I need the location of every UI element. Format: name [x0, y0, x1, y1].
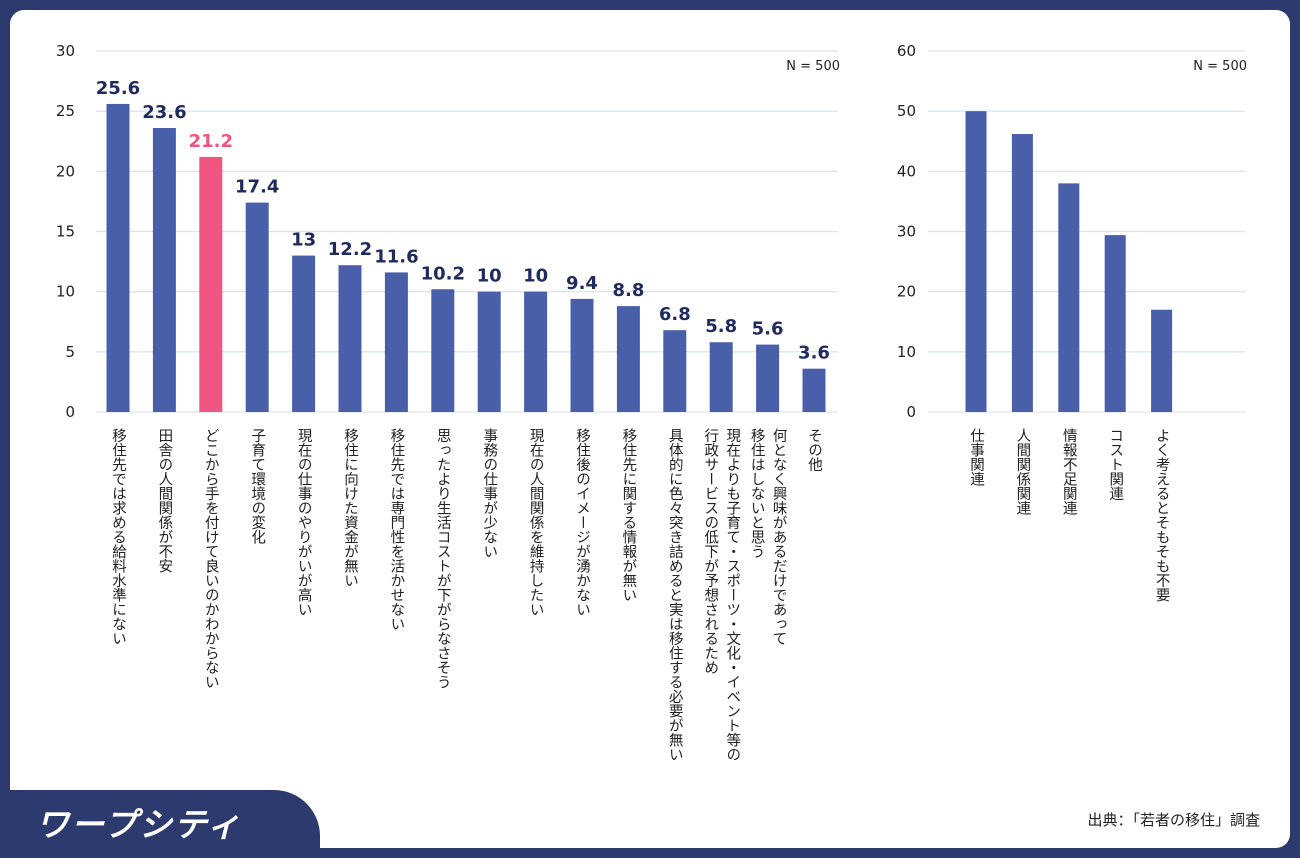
data-label: 17.4	[235, 177, 279, 198]
data-label: 11.6	[374, 246, 418, 267]
data-label: 13	[291, 230, 316, 251]
bar	[1011, 134, 1033, 412]
data-label: 9.4	[566, 273, 598, 294]
bar	[338, 265, 362, 412]
y-tick-label: 5	[65, 343, 75, 361]
data-label: 5.8	[705, 316, 737, 337]
bar	[152, 128, 176, 412]
bar	[106, 103, 130, 413]
data-label: 25.6	[96, 78, 140, 99]
x-tick-label: 何となく興味があるだけであって	[771, 428, 787, 646]
y-tick-label: 10	[56, 283, 75, 301]
chart-categories: 0 10 20 30 40 50 60 N = 500 仕事関連 人間関係関連 情報不足関連 コスト関…	[897, 42, 1247, 602]
data-label: 3.6	[798, 343, 830, 364]
data-label: 8.8	[612, 280, 644, 301]
logo-tab	[0, 790, 320, 858]
y-tick-label: 20	[56, 162, 75, 180]
bar	[384, 272, 408, 412]
x-tick-label: 移住先では求める給料水準にない	[110, 428, 126, 646]
x-tick-label: 子育て環境の変化	[249, 428, 265, 545]
y-tick-label: 15	[56, 223, 75, 241]
chart-card	[10, 10, 1290, 848]
bar	[292, 255, 316, 412]
y-tick-label: 10	[897, 343, 916, 361]
bar	[709, 342, 733, 412]
brand-logo: ワープシティ	[36, 805, 243, 844]
bar	[1151, 309, 1173, 412]
sample-size-label: N = 500	[1193, 59, 1247, 74]
bar	[756, 344, 780, 412]
x-tick-label: 行政サービスの低下が予想されるため	[702, 428, 718, 675]
y-tick-label: 30	[56, 42, 75, 60]
x-tick-label: 現在の人間関係を維持したい	[528, 428, 544, 617]
bar	[663, 330, 687, 412]
x-tick-label: 具体的に色々突き詰めると実は移住する必要が無い	[667, 428, 683, 762]
y-tick-label: 25	[56, 102, 75, 120]
bar	[965, 111, 987, 413]
x-tick-label: 移住先に関する情報が無い	[620, 428, 636, 602]
data-label: 6.8	[659, 304, 691, 325]
x-tick-label: どこから手を付けて良いのかわからない	[203, 428, 219, 689]
x-tick-label: コスト関連	[1107, 428, 1123, 502]
data-label: 10	[477, 266, 502, 287]
x-tick-label: よく考えるとそもそも不要	[1154, 428, 1170, 602]
bar	[1104, 235, 1126, 412]
y-tick-label: 50	[897, 102, 916, 120]
y-tick-label: 30	[897, 223, 916, 241]
chart-reasons: 0 5 10 15 20 25 30 N = 500 25.6 移住先では求める給料水準にない 23…	[56, 42, 840, 762]
source-note: 出典：「若者の移住」調査	[1087, 811, 1260, 829]
x-tick-label: 現在の仕事のやりがいが高い	[296, 428, 312, 617]
x-tick-label: 現在よりも子育て・スポーツ・文化・イベント等の	[724, 428, 740, 762]
x-tick-label: 情報不足関連	[1061, 428, 1077, 517]
bar	[245, 202, 269, 412]
bar	[1058, 183, 1080, 412]
bar	[570, 298, 594, 412]
data-label: 5.6	[752, 319, 784, 340]
y-tick-label: 60	[897, 42, 916, 60]
x-tick-label: 移住に向けた資金が無い	[342, 428, 358, 588]
x-tick-label: 移住後のイメージが湧かない	[574, 428, 590, 617]
x-tick-label: 移住はしないと思う	[749, 428, 765, 559]
x-tick-label: その他	[806, 428, 822, 473]
x-tick-label: 移住先では専門性を活かせない	[388, 428, 404, 631]
bar	[524, 291, 548, 412]
y-tick-label: 0	[906, 403, 916, 421]
data-label: 12.2	[328, 239, 372, 260]
data-label: 10	[523, 266, 548, 287]
y-tick-label: 0	[65, 403, 75, 421]
x-tick-label: 田舎の人間関係が不安	[156, 428, 172, 573]
x-tick-label: 思ったより生活コストが下がらなさそう	[435, 428, 451, 689]
y-tick-label: 40	[897, 162, 916, 180]
y-tick-label: 20	[897, 283, 916, 301]
x-tick-label: 事務の仕事が少ない	[481, 428, 497, 559]
data-label: 10.2	[421, 263, 465, 284]
x-tick-label: 人間関係関連	[1014, 428, 1030, 517]
bar	[802, 368, 826, 412]
sample-size-label: N = 500	[786, 59, 840, 74]
data-label: 23.6	[142, 102, 186, 123]
bar	[477, 291, 501, 412]
bar	[616, 306, 640, 412]
bar	[431, 289, 455, 412]
bar	[199, 156, 223, 412]
data-label: 21.2	[189, 131, 233, 152]
x-tick-label: 仕事関連	[968, 428, 984, 488]
